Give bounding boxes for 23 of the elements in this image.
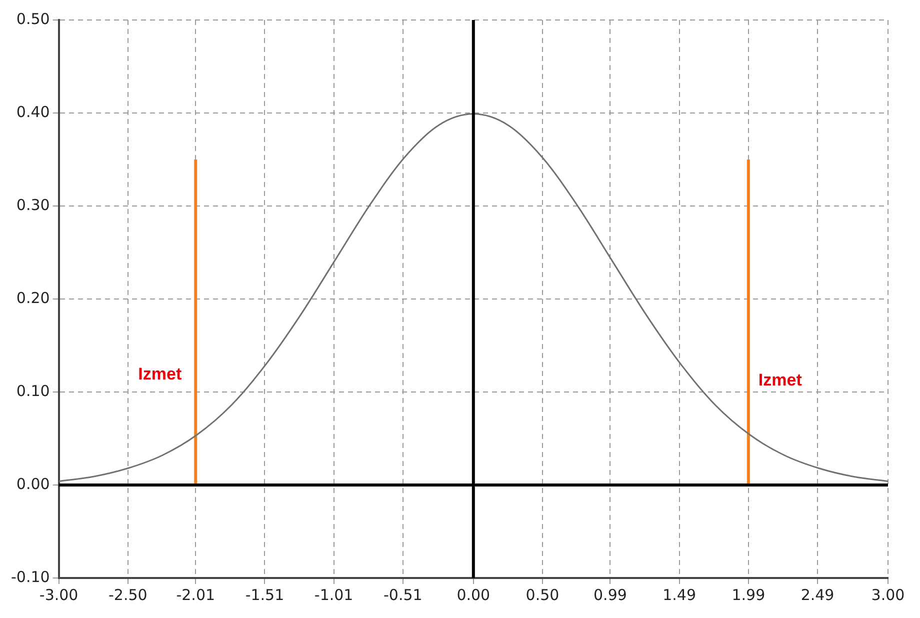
x-tick-label: 0.99 <box>594 586 627 604</box>
x-tick-label: 3.00 <box>871 586 905 604</box>
x-tick-label: -1.01 <box>314 586 354 604</box>
y-tick-label: 0.30 <box>16 196 50 214</box>
x-tick-label: -2.01 <box>176 586 216 604</box>
y-tick-label: 0.10 <box>16 382 50 400</box>
x-tick-label: 0.50 <box>526 586 560 604</box>
line-series <box>58 113 888 482</box>
x-tick-label: 1.49 <box>662 586 696 604</box>
x-tick-label: 1.99 <box>732 586 766 604</box>
y-tick-label: 0.40 <box>16 102 50 121</box>
x-tick-label: -3.00 <box>39 586 78 604</box>
x-tick-label: -1.51 <box>245 586 284 604</box>
x-tick-label: 0.00 <box>456 586 490 604</box>
x-tick-label: -2.50 <box>108 586 148 604</box>
annotation: Izmet <box>758 370 802 390</box>
y-tick-label: -0.10 <box>11 568 50 586</box>
y-tick-label: 0.00 <box>16 474 50 493</box>
x-tick-label: 2.49 <box>800 586 834 604</box>
x-tick-label: -0.51 <box>384 586 422 604</box>
y-tick-label: 0.20 <box>16 288 50 307</box>
y-tick-label: 0.50 <box>16 10 50 28</box>
annotation: Izmet <box>138 364 182 384</box>
